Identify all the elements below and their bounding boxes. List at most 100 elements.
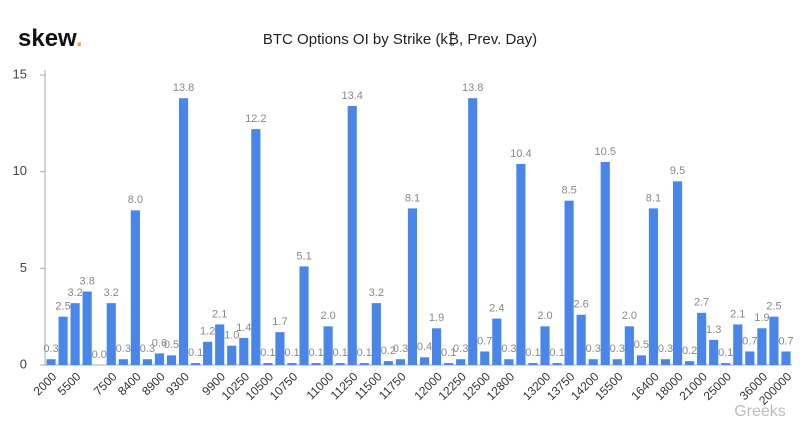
- bar: [407, 208, 418, 365]
- bar: [239, 337, 249, 365]
- bar: [82, 291, 92, 365]
- x-tick-label: 25000: [701, 369, 735, 403]
- x-tick-label: 8400: [115, 369, 144, 398]
- y-tick-label: 15: [13, 66, 27, 81]
- bar: [733, 324, 743, 365]
- bar: [251, 129, 261, 365]
- value-label: 3.2: [104, 287, 119, 299]
- value-label: 0.1: [357, 347, 372, 359]
- bar: [106, 303, 116, 365]
- watermark: Greeks: [734, 403, 786, 420]
- value-label: 0.3: [610, 343, 625, 355]
- value-label: 0.1: [284, 347, 299, 359]
- bar: [395, 359, 406, 365]
- value-label: 0.5: [164, 339, 179, 351]
- bar: [504, 359, 514, 365]
- bar: [70, 303, 80, 365]
- value-label: 2.6: [574, 299, 589, 311]
- value-label: 1.9: [754, 312, 769, 324]
- value-label: 2.0: [622, 310, 637, 322]
- x-tick-label: 15500: [592, 369, 626, 403]
- bar: [769, 316, 779, 365]
- bar: [191, 363, 201, 365]
- x-tick-label: 7500: [91, 369, 120, 398]
- bar: [215, 324, 225, 365]
- bar: [709, 339, 719, 365]
- value-label: 9.5: [670, 165, 685, 177]
- bar: [444, 363, 454, 365]
- bar: [757, 328, 767, 365]
- bar: [552, 363, 562, 365]
- y-tick-label: 5: [20, 260, 27, 275]
- bar: [685, 361, 695, 365]
- value-label: 2.4: [489, 303, 504, 315]
- value-label: 0.0: [92, 349, 107, 361]
- value-label: 0.2: [682, 345, 697, 357]
- value-label: 10.5: [595, 146, 616, 158]
- bar: [287, 363, 297, 365]
- bar: [612, 359, 622, 365]
- bar: [383, 361, 393, 365]
- value-label: 0.7: [477, 335, 492, 347]
- bar: [624, 326, 634, 365]
- bar: [636, 355, 646, 365]
- value-label: 0.3: [393, 343, 408, 355]
- bar: [492, 318, 502, 365]
- value-label: 0.3: [116, 343, 131, 355]
- bar: [468, 98, 478, 365]
- bar: [178, 98, 189, 365]
- value-label: 0.6: [152, 337, 167, 349]
- value-label: 8.1: [646, 192, 661, 204]
- value-label: 2.1: [212, 308, 227, 320]
- bar: [335, 363, 345, 365]
- bar: [311, 363, 321, 365]
- bar: [118, 359, 128, 365]
- bar: [721, 363, 731, 365]
- value-label: 1.7: [272, 316, 287, 328]
- bar: [419, 357, 430, 365]
- value-label: 2.5: [55, 301, 70, 313]
- bar: [480, 351, 490, 365]
- value-label: 1.0: [224, 330, 239, 342]
- logo: skew.: [18, 25, 83, 52]
- value-label: 0.1: [525, 347, 540, 359]
- bar: [588, 359, 598, 365]
- value-label: 1.4: [236, 322, 251, 334]
- value-label: 0.1: [308, 347, 323, 359]
- value-label: 0.1: [333, 347, 348, 359]
- value-label: 3.8: [80, 275, 95, 287]
- value-label: 3.2: [67, 287, 82, 299]
- bar: [166, 355, 177, 365]
- value-label: 0.7: [742, 335, 757, 347]
- bar: [564, 200, 574, 365]
- value-label: 0.3: [453, 343, 468, 355]
- bar: [456, 359, 466, 365]
- bar: [431, 328, 442, 365]
- value-label: 0.3: [501, 343, 516, 355]
- bar: [227, 345, 237, 365]
- bar: [263, 363, 273, 365]
- value-label: 8.1: [405, 192, 420, 204]
- value-label: 1.2: [200, 326, 215, 338]
- x-tick-label: 10750: [267, 369, 301, 403]
- bar: [58, 316, 68, 365]
- value-label: 13.8: [173, 82, 194, 94]
- value-label: 0.3: [658, 343, 673, 355]
- bar: [359, 363, 369, 365]
- bar: [275, 332, 285, 365]
- value-label: 12.2: [245, 113, 266, 125]
- value-label: 3.2: [369, 287, 384, 299]
- value-label: 2.0: [320, 310, 335, 322]
- y-tick-label: 10: [13, 163, 27, 178]
- value-label: 0.1: [260, 347, 275, 359]
- value-label: 0.2: [381, 345, 396, 357]
- y-tick-label: 0: [20, 356, 27, 371]
- value-label: 8.5: [561, 185, 576, 197]
- bar: [576, 314, 586, 365]
- logo-dot: .: [76, 25, 83, 52]
- bar: [697, 312, 707, 365]
- value-label: 0.4: [417, 341, 432, 353]
- value-label: 0.3: [586, 343, 601, 355]
- value-label: 2.0: [537, 310, 552, 322]
